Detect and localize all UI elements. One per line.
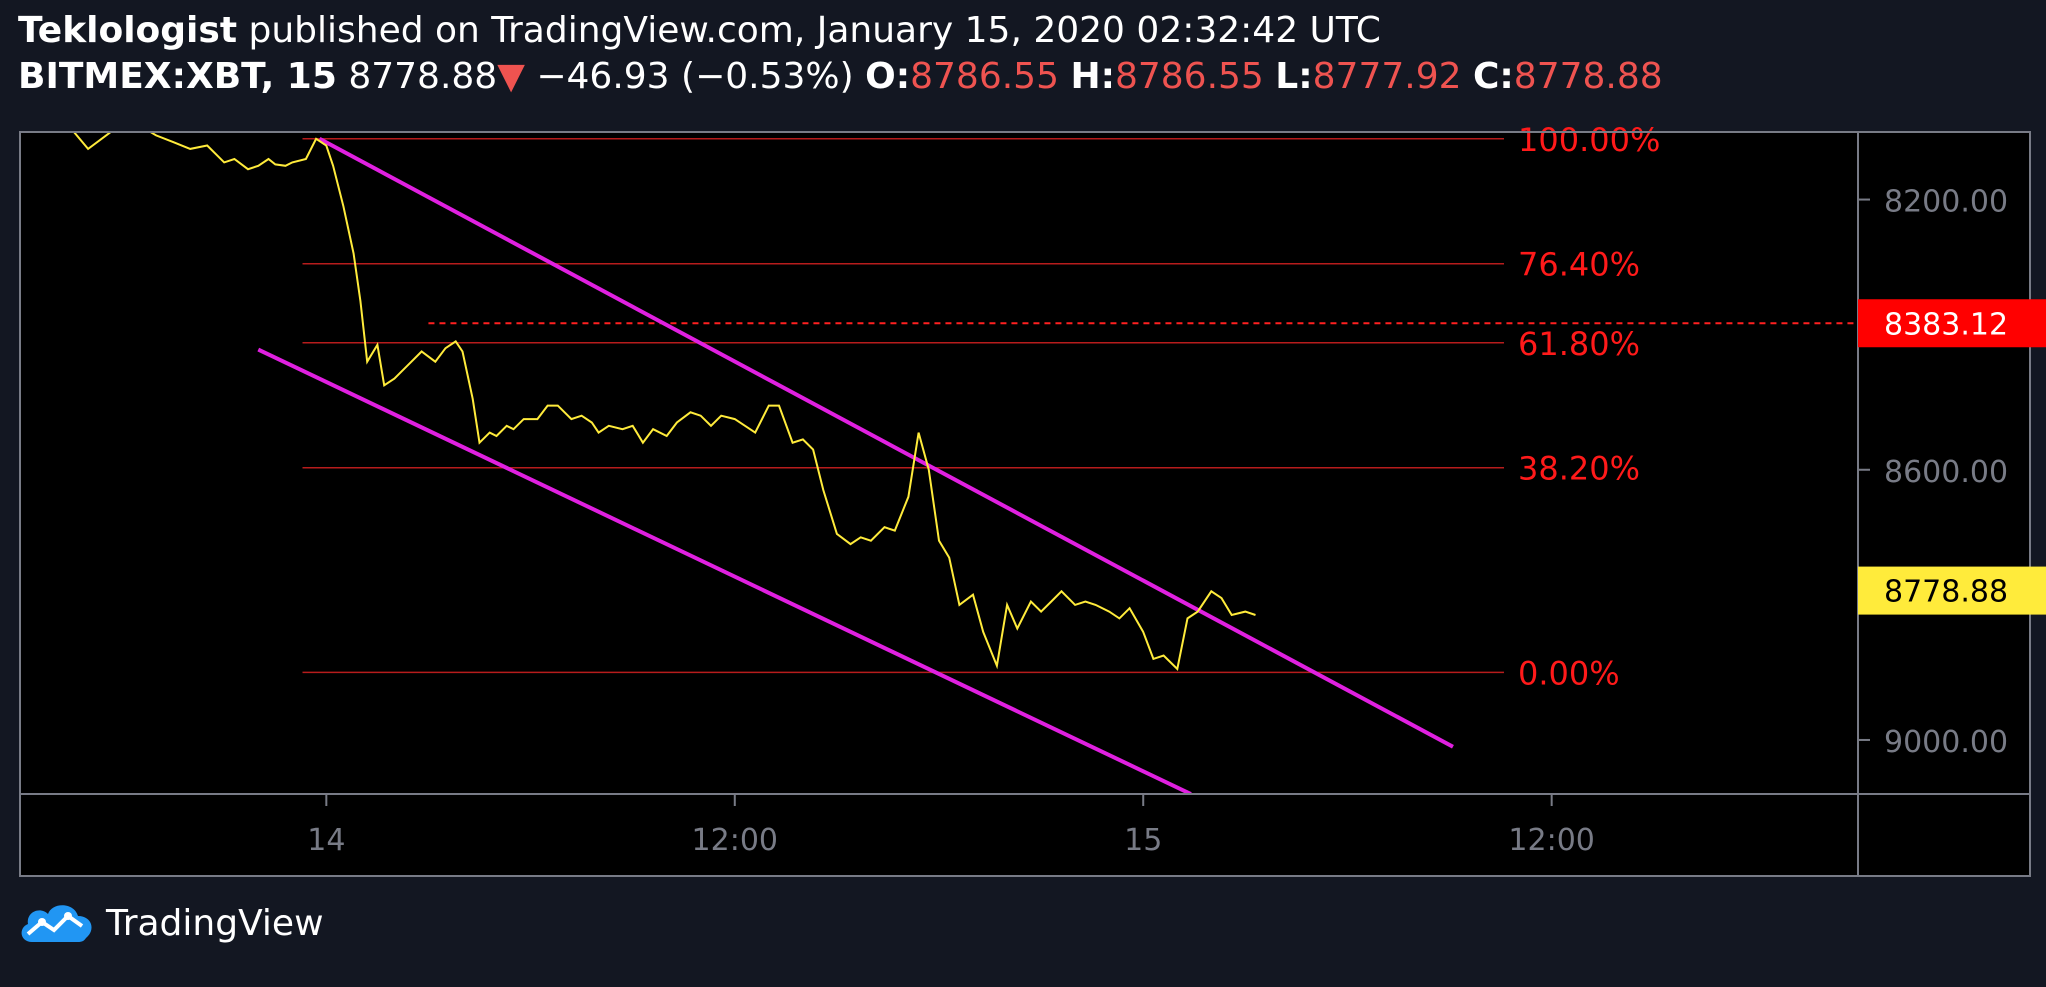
published-text: published on TradingView.com, January 15… bbox=[248, 10, 1381, 51]
price-badge-last-text: 8778.88 bbox=[1884, 575, 2008, 610]
symbol-label: BITMEX:XBT, 15 bbox=[18, 56, 337, 97]
symbol-line: BITMEX:XBT, 15 8778.88▼ −46.93 (−0.53%) … bbox=[18, 54, 1663, 100]
price-badge-red-text: 8383.12 bbox=[1884, 307, 2008, 342]
low-value: 8777.92 bbox=[1312, 56, 1462, 97]
open-value: 8786.55 bbox=[910, 56, 1059, 97]
time-axis-label: 12:00 bbox=[692, 823, 778, 858]
time-axis-label: 14 bbox=[307, 823, 345, 858]
price-chart[interactable]: 100.00% 76.40% 61.80% 38.20% 0.00% 8200.00 860… bbox=[0, 0, 2046, 880]
low-label: L: bbox=[1275, 56, 1313, 97]
channel-line bbox=[257, 347, 1192, 794]
author-name[interactable]: Teklologist bbox=[18, 10, 238, 51]
price-axis-label: 9000.00 bbox=[1884, 725, 2008, 760]
price-axis-label: 8600.00 bbox=[1884, 455, 2008, 490]
price-badge-red bbox=[1858, 299, 2046, 348]
fib-level-label: 76.40% bbox=[1518, 246, 1640, 284]
time-axis-label: 12:00 bbox=[1508, 823, 1594, 858]
fib-level-label: 100.00% bbox=[1518, 121, 1660, 159]
chart-frame bbox=[19, 131, 2031, 877]
publish-line: Teklologist published on TradingView.com… bbox=[18, 8, 1663, 54]
fib-level-label: 38.20% bbox=[1518, 450, 1640, 488]
price-badge-last bbox=[1858, 566, 2046, 615]
time-axis-label: 15 bbox=[1124, 823, 1162, 858]
chart-background bbox=[20, 132, 2030, 876]
footer-brand[interactable]: TradingView bbox=[106, 902, 324, 944]
price-axis-label: 8200.00 bbox=[1884, 185, 2008, 220]
high-value: 8786.55 bbox=[1114, 56, 1264, 97]
high-label: H: bbox=[1070, 56, 1115, 97]
fib-level-label: 61.80% bbox=[1518, 325, 1640, 363]
chart-header: Teklologist published on TradingView.com… bbox=[18, 8, 1663, 100]
tradingview-cloud-icon bbox=[21, 905, 92, 942]
price-series-line bbox=[72, 132, 1256, 672]
price-change: −46.93 (−0.53%) bbox=[536, 56, 854, 97]
close-value: 8778.88 bbox=[1513, 56, 1663, 97]
down-arrow-icon: ▼ bbox=[497, 56, 525, 97]
close-label: C: bbox=[1472, 56, 1514, 97]
fib-level-label: 0.00% bbox=[1518, 654, 1620, 692]
channel-line bbox=[318, 136, 1454, 749]
footer: TradingView bbox=[18, 900, 324, 946]
last-price: 8778.88 bbox=[348, 56, 498, 97]
open-label: O: bbox=[865, 56, 911, 97]
